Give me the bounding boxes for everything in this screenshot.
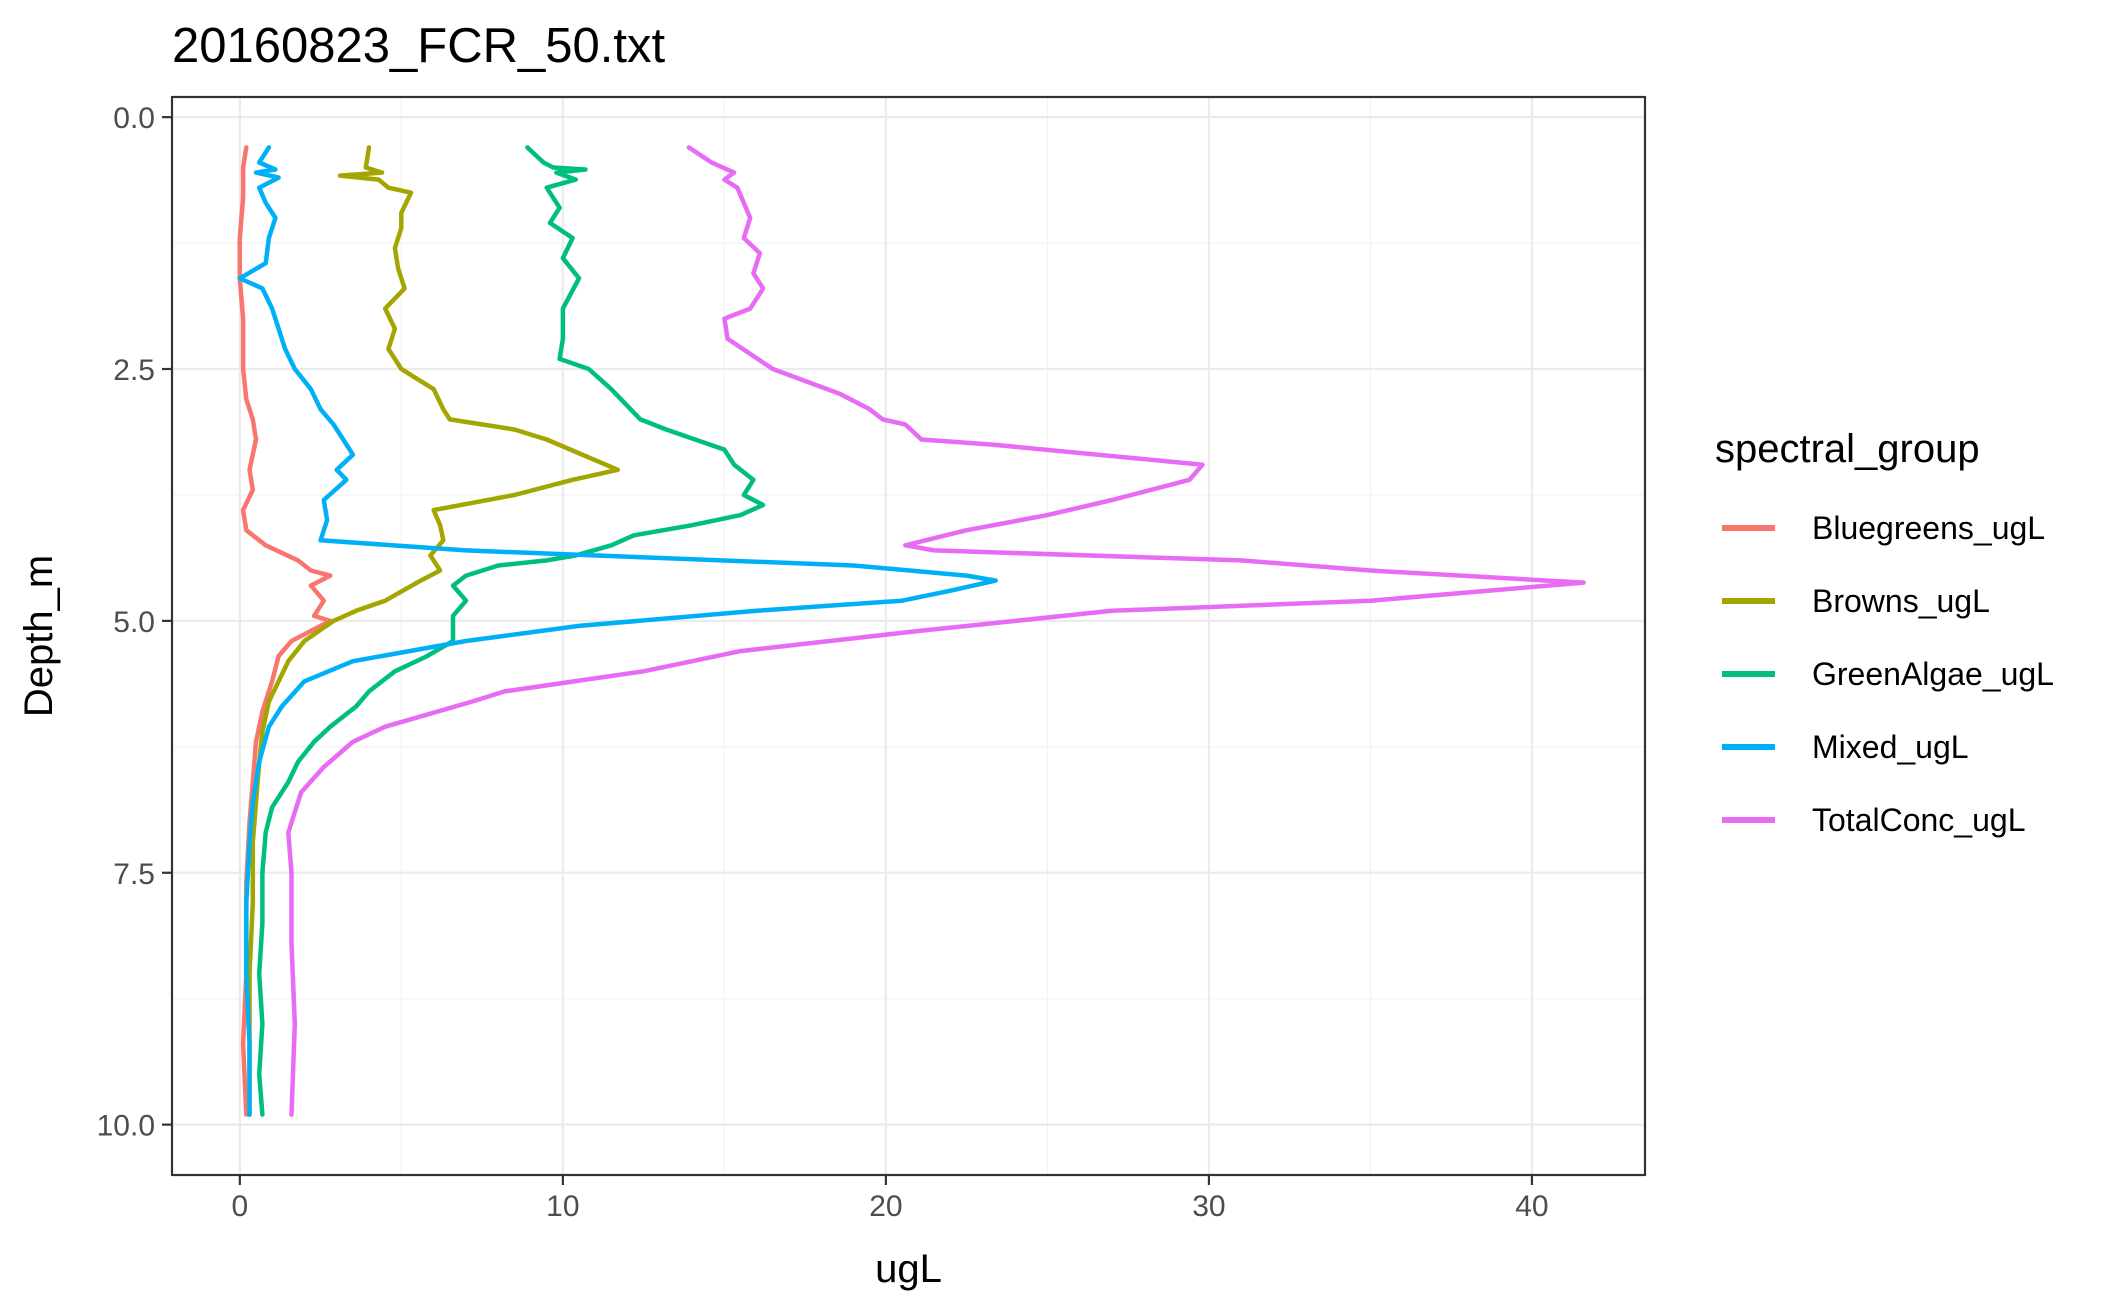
legend-label-bluegreens-ugl: Bluegreens_ugL [1812,510,2045,546]
legend-label-totalconc-ugl: TotalConc_ugL [1812,802,2025,838]
panel-border [170,95,1647,1177]
series-line-bluegreens-ugl [237,145,333,1117]
gridlines [172,97,1645,1175]
series-line-greenalgae-ugl [256,145,766,1117]
x-tick-label: 0 [231,1190,248,1223]
legend: spectral_group Bluegreens_ugL Browns_ugL G… [1715,427,2054,838]
x-tick-label: 10 [546,1190,579,1223]
legend-label-mixed-ugl: Mixed_ugL [1812,729,1969,765]
legend-items: Bluegreens_ugL Browns_ugL GreenAlgae_ugL Mi… [1722,510,2054,838]
series-line-totalconc-ugl [286,145,1586,1117]
y-tick-label: 7.5 [113,858,155,891]
x-tick-label: 20 [869,1190,902,1223]
y-tick-label: 2.5 [113,354,155,387]
legend-label-greenalgae-ugl: GreenAlgae_ugL [1812,656,2054,692]
y-tick-label: 10.0 [97,1110,155,1143]
series-layer [237,145,1586,1117]
y-axis-title: Depth_m [17,555,61,717]
y-tick-label: 0.0 [113,102,155,135]
x-axis: 0 10 20 30 40 [231,1175,1549,1223]
legend-label-browns-ugl: Browns_ugL [1812,583,1990,619]
chart-title: 20160823_FCR_50.txt [172,19,665,73]
y-axis: 0.0 2.5 5.0 7.5 10.0 [97,102,172,1143]
x-axis-title: ugL [875,1247,942,1291]
series-line-mixed-ugl [237,145,998,1117]
y-tick-label: 5.0 [113,606,155,639]
x-tick-label: 30 [1192,1190,1225,1223]
x-tick-label: 40 [1515,1190,1548,1223]
legend-title: spectral_group [1715,427,1980,471]
series-line-browns-ugl [247,145,621,1117]
